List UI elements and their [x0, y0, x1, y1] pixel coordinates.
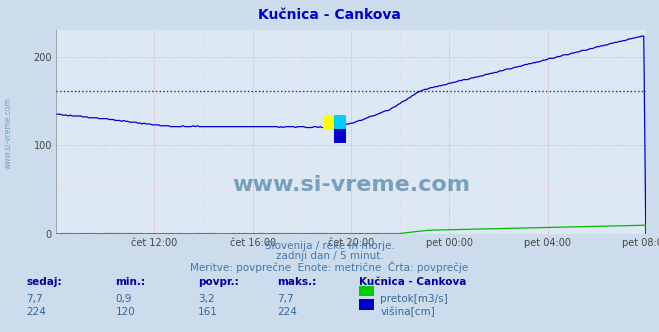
Text: pretok[m3/s]: pretok[m3/s]	[380, 294, 448, 304]
Bar	[335, 115, 346, 129]
Text: Kučnica - Cankova: Kučnica - Cankova	[359, 277, 467, 287]
Text: sedaj:: sedaj:	[26, 277, 62, 287]
Text: Slovenija / reke in morje.: Slovenija / reke in morje.	[264, 241, 395, 251]
Text: min.:: min.:	[115, 277, 146, 287]
Text: Kučnica - Cankova: Kučnica - Cankova	[258, 8, 401, 22]
Text: 224: 224	[277, 307, 297, 317]
Text: 0,9: 0,9	[115, 294, 132, 304]
Text: zadnji dan / 5 minut.: zadnji dan / 5 minut.	[275, 251, 384, 261]
Text: 161: 161	[198, 307, 217, 317]
Text: 224: 224	[26, 307, 46, 317]
Text: povpr.:: povpr.:	[198, 277, 239, 287]
Text: www.si-vreme.com: www.si-vreme.com	[232, 175, 470, 195]
Text: Meritve: povprečne  Enote: metrične  Črta: povprečje: Meritve: povprečne Enote: metrične Črta:…	[190, 261, 469, 273]
Text: 120: 120	[115, 307, 135, 317]
Bar	[335, 129, 346, 143]
Text: višina[cm]: višina[cm]	[380, 307, 435, 317]
Text: maks.:: maks.:	[277, 277, 316, 287]
Text: 7,7: 7,7	[277, 294, 293, 304]
Text: 7,7: 7,7	[26, 294, 43, 304]
Text: 3,2: 3,2	[198, 294, 214, 304]
Text: www.si-vreme.com: www.si-vreme.com	[3, 97, 13, 169]
Bar	[323, 115, 335, 129]
